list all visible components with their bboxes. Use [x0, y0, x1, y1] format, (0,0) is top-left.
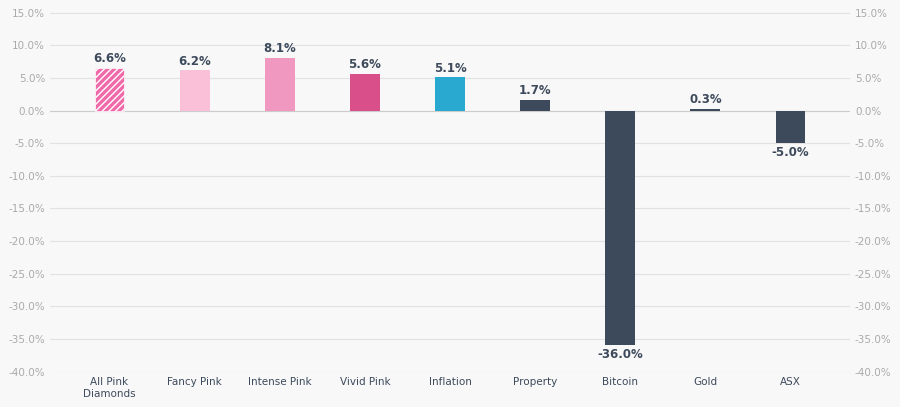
Bar: [265, 58, 294, 111]
Bar: [180, 70, 210, 111]
Text: 1.7%: 1.7%: [518, 84, 552, 97]
Text: -36.0%: -36.0%: [598, 348, 644, 361]
Bar: [94, 68, 124, 111]
Bar: [690, 109, 720, 111]
Text: 6.2%: 6.2%: [178, 55, 211, 68]
Text: 6.6%: 6.6%: [93, 52, 126, 65]
Bar: [520, 100, 550, 111]
Bar: [776, 111, 806, 143]
Bar: [435, 77, 465, 111]
Text: 5.1%: 5.1%: [434, 62, 466, 75]
Text: 0.3%: 0.3%: [689, 93, 722, 106]
Bar: [350, 74, 380, 111]
Text: 5.6%: 5.6%: [348, 59, 382, 72]
Text: 8.1%: 8.1%: [264, 42, 296, 55]
Text: -5.0%: -5.0%: [771, 146, 809, 159]
Bar: [606, 111, 635, 346]
